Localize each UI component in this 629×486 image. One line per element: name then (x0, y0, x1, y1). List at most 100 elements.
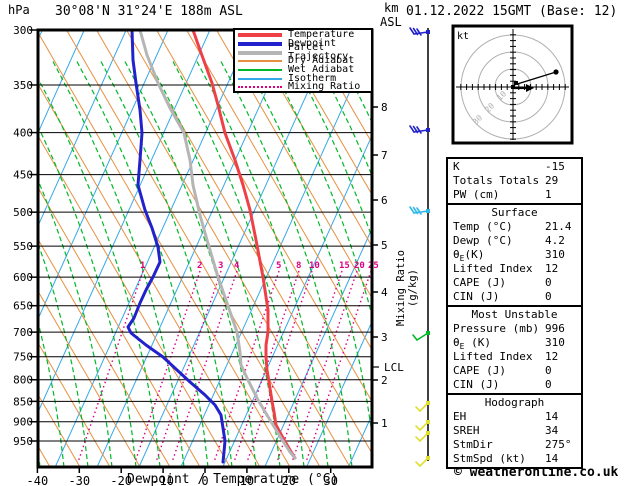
table-row: Lifted Index 12 (448, 350, 581, 364)
row-value: 310 (545, 336, 565, 349)
svg-text:650: 650 (13, 300, 33, 313)
legend-line-sample (238, 60, 282, 63)
legend-line-sample (238, 33, 282, 38)
svg-text:8: 8 (381, 101, 388, 114)
lcl-label: LCL (384, 361, 404, 374)
svg-text:-40: -40 (27, 474, 49, 486)
legend-line-sample (238, 50, 282, 55)
svg-text:10: 10 (309, 261, 320, 271)
row-label: EH (453, 410, 467, 423)
table-row: EH 14 (448, 410, 581, 424)
svg-text:3: 3 (218, 261, 223, 271)
svg-text:5: 5 (381, 239, 388, 252)
table-section-header: Hodograph (484, 396, 545, 409)
svg-text:15: 15 (339, 261, 350, 271)
svg-text:550: 550 (13, 240, 33, 253)
table-row: Lifted Index 12 (448, 262, 581, 276)
row-value: 310 (545, 248, 565, 261)
legend: Temperature Dewpoint Parcel Trajectory Dry … (233, 28, 373, 93)
legend-item: Wet Adiabat (238, 65, 371, 75)
row-label: StmDir (453, 438, 493, 451)
legend-item-label: Dewpoint (288, 37, 337, 49)
row-value: 0 (545, 378, 552, 391)
svg-text:-20: -20 (110, 474, 132, 486)
table-row: θE(K) 310 (448, 248, 581, 263)
table-row: CIN (J) 0 (448, 378, 581, 392)
plot-border (36, 28, 374, 469)
svg-text:6: 6 (381, 194, 388, 207)
stats-table: Most Unstable Pressure (mb) 996 θE (K) 310 Li… (446, 305, 583, 395)
background-line-families (39, 31, 371, 466)
dewpoint-curve (126, 28, 227, 464)
row-label: PW (cm) (453, 188, 500, 201)
legend-item: Mixing Ratio (238, 82, 371, 92)
row-value: 34 (545, 424, 559, 437)
indices-tables: K -15 Totals Totals 29 PW (cm) 1 Surface Temp (… (446, 157, 583, 469)
row-value: 29 (545, 174, 559, 187)
pressure-gridlines: 300 350 400 450 500 550 600 650 700 750 800 850 900 9… (13, 24, 372, 448)
row-label: Pressure (mb) (453, 322, 540, 335)
row-label: StmSpd (kt) (453, 452, 526, 465)
table-row: θE (K) 310 (448, 336, 581, 352)
table-row: StmSpd (kt) 14 (448, 452, 581, 466)
row-value: 12 (545, 262, 559, 275)
legend-item: Parcel Trajectory (238, 43, 371, 61)
row-value: 0 (545, 290, 552, 303)
row-label: Lifted Index (453, 262, 533, 275)
temperature-axis: -40 -30 -20 -10 0 10 20 30 (27, 468, 338, 486)
altitude-axis: 8 7 6 5 4 3 2 1 LCL (372, 101, 404, 430)
legend-item-label: Dry Adiabat (288, 55, 355, 67)
row-label: θE (K) (453, 336, 491, 352)
row-label: CIN (J) (453, 378, 500, 391)
stats-table: K -15 Totals Totals 29 PW (cm) 1 (446, 157, 583, 205)
svg-text:450: 450 (13, 169, 33, 182)
row-value: 4.2 (545, 234, 565, 247)
svg-text:600: 600 (13, 271, 33, 284)
svg-text:850: 850 (13, 395, 33, 408)
table-section-header: Most Unstable (471, 308, 558, 321)
row-label: Totals Totals (453, 174, 540, 187)
svg-text:700: 700 (13, 326, 33, 339)
table-row: CAPE (J) 0 (448, 364, 581, 378)
row-value: 12 (545, 350, 559, 363)
legend-line-sample (238, 42, 282, 47)
row-value: 21.4 (545, 220, 572, 233)
row-value: 996 (545, 322, 565, 335)
legend-line-sample (238, 69, 282, 72)
legend-item-label: Temperature (288, 29, 355, 41)
wind-barb-column (409, 27, 430, 467)
table-row: PW (cm) 1 (448, 188, 581, 202)
pressure-unit-label: hPa (8, 3, 30, 17)
table-row: Dewp (°C) 4.2 (448, 234, 581, 248)
legend-item-label: Parcel Trajectory (288, 42, 349, 62)
svg-text:800: 800 (13, 374, 33, 387)
svg-text:350: 350 (13, 79, 33, 92)
svg-text:750: 750 (13, 351, 33, 364)
svg-text:8: 8 (296, 261, 301, 271)
table-row: CIN (J) 0 (448, 290, 581, 304)
row-label: Temp (°C) (453, 220, 513, 233)
row-label: CAPE (J) (453, 364, 506, 377)
row-label: Dewp (°C) (453, 234, 513, 247)
svg-text:30: 30 (323, 474, 337, 486)
svg-text:2: 2 (381, 374, 388, 387)
row-label: CIN (J) (453, 290, 500, 303)
svg-text:4: 4 (234, 261, 240, 271)
table-row: Totals Totals 29 (448, 174, 581, 188)
table-row: SREH 34 (448, 424, 581, 438)
table-row: StmDir 275° (448, 438, 581, 452)
svg-text:400: 400 (13, 127, 33, 140)
hodograph-unit-label: kt (457, 31, 469, 42)
svg-text:1: 1 (140, 261, 145, 271)
table-section-header: Surface (491, 206, 538, 219)
svg-text:-30: -30 (68, 474, 90, 486)
page-title: 30°08'N 31°24'E 188m ASL (55, 4, 243, 19)
table-row: K -15 (448, 160, 581, 174)
svg-text:1: 1 (381, 417, 388, 430)
svg-text:900: 900 (13, 416, 33, 429)
svg-text:500: 500 (13, 206, 33, 219)
svg-text:4: 4 (381, 286, 388, 299)
km-axis-unit: km (384, 1, 399, 15)
